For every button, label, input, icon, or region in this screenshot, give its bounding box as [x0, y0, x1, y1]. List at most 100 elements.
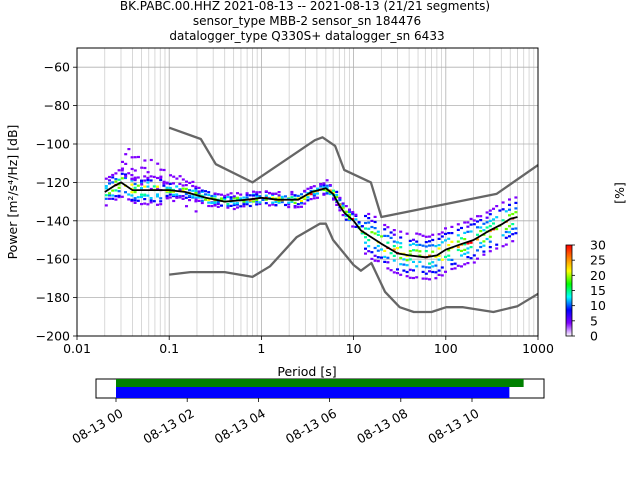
pdf-cell	[242, 205, 246, 208]
pdf-cell	[415, 276, 419, 279]
pdf-cell	[367, 221, 371, 224]
pdf-cell	[479, 215, 483, 218]
series-mode	[104, 181, 518, 259]
pdf-cell	[168, 186, 172, 190]
pdf-cell	[399, 263, 403, 266]
timeline-bar-blue	[116, 387, 510, 398]
x-tick-label: 10	[346, 341, 362, 356]
pdf-cell	[412, 238, 415, 241]
pdf-cell	[133, 177, 137, 180]
pdf-cell	[220, 193, 223, 196]
pdf-cell	[108, 179, 111, 182]
pdf-cell	[175, 185, 179, 188]
pdf-cell	[380, 256, 383, 259]
pdf-cell	[242, 196, 246, 199]
pdf-cell	[111, 181, 115, 184]
pdf-cell	[440, 235, 444, 238]
pdf-cell	[450, 232, 454, 235]
pdf-cell	[300, 205, 303, 208]
pdf-cell	[143, 159, 147, 162]
pdf-cell	[428, 270, 431, 273]
pdf-cell	[325, 189, 329, 192]
series-noise-model-high	[168, 126, 539, 219]
pdf-cell	[194, 191, 198, 194]
pdf-cell	[367, 239, 371, 242]
pdf-cell	[236, 206, 239, 209]
pdf-cell	[274, 204, 278, 207]
pdf-cell	[146, 203, 150, 206]
pdf-cell	[236, 198, 239, 201]
pdf-cell	[245, 192, 249, 195]
pdf-cell	[476, 257, 479, 260]
x-tick-label: 0.01	[63, 341, 91, 356]
pdf-cell	[492, 222, 495, 225]
pdf-cell	[245, 193, 249, 196]
pdf-cell	[341, 204, 345, 207]
pdf-cell	[514, 227, 518, 230]
colorbar-tick-label: 10	[590, 298, 606, 313]
pdf-cell	[143, 166, 147, 170]
pdf-cell	[133, 201, 137, 204]
pdf-cell	[248, 204, 252, 208]
pdf-cell	[338, 199, 342, 202]
pdf-cell	[383, 223, 387, 227]
pdf-cell	[290, 193, 294, 196]
pdf-cell	[200, 194, 204, 197]
pdf-cell	[408, 239, 412, 242]
pdf-cell	[469, 241, 473, 244]
pdf-cell	[149, 158, 153, 162]
pdf-cell	[226, 202, 230, 206]
pdf-cell	[287, 206, 291, 209]
pdf-cell	[117, 186, 121, 189]
pdf-cell	[440, 266, 444, 269]
pdf-cell	[140, 193, 143, 196]
pdf-cell	[137, 155, 140, 159]
pdf-cell	[236, 192, 239, 195]
pdf-cell	[383, 249, 387, 252]
pdf-cell	[472, 254, 476, 257]
pdf-cell	[168, 193, 172, 196]
pdf-cell	[156, 195, 159, 198]
pdf-cell	[143, 198, 147, 201]
plot-area: 0.01 0.1 1 10 100 1000 −60 −80 −100 −120 −140 −160…	[36, 47, 554, 356]
pdf-cell	[325, 186, 329, 189]
pdf-cell	[322, 188, 326, 191]
pdf-cell	[444, 239, 447, 242]
pdf-cell	[348, 213, 351, 216]
pdf-cell	[226, 193, 230, 196]
pdf-cell	[197, 186, 201, 189]
pdf-cell	[133, 197, 137, 200]
pdf-cell	[120, 177, 124, 180]
x-tick-label: 1	[257, 341, 265, 356]
pdf-cell	[421, 277, 425, 280]
pdf-cell	[194, 200, 198, 203]
pdf-cell	[437, 258, 441, 261]
colorbar-tick-label: 0	[590, 329, 598, 344]
pdf-cell	[354, 218, 358, 221]
pdf-cell	[156, 203, 159, 206]
pdf-cell	[344, 218, 348, 221]
pdf-cell	[373, 232, 377, 235]
pdf-cell	[431, 244, 435, 247]
pdf-cell	[348, 210, 351, 213]
pdf-cell	[504, 227, 508, 231]
pdf-cell	[130, 179, 134, 182]
pdf-cell	[220, 197, 223, 200]
pdf-cell	[367, 250, 371, 253]
pdf-cell	[370, 231, 374, 234]
pdf-cell	[495, 205, 499, 208]
pdf-cell	[121, 167, 124, 170]
pdf-cell	[255, 203, 259, 206]
pdf-cell	[412, 269, 415, 272]
pdf-cell	[469, 257, 473, 260]
pdf-cell	[476, 233, 479, 236]
pdf-cell	[428, 254, 431, 257]
pdf-cell	[120, 169, 124, 172]
pdf-cell	[476, 249, 479, 252]
pdf-cell	[364, 241, 367, 244]
pdf-cell	[364, 247, 367, 250]
pdf-cell	[408, 258, 412, 261]
pdf-cell	[386, 226, 390, 229]
pdf-cell	[440, 231, 444, 234]
